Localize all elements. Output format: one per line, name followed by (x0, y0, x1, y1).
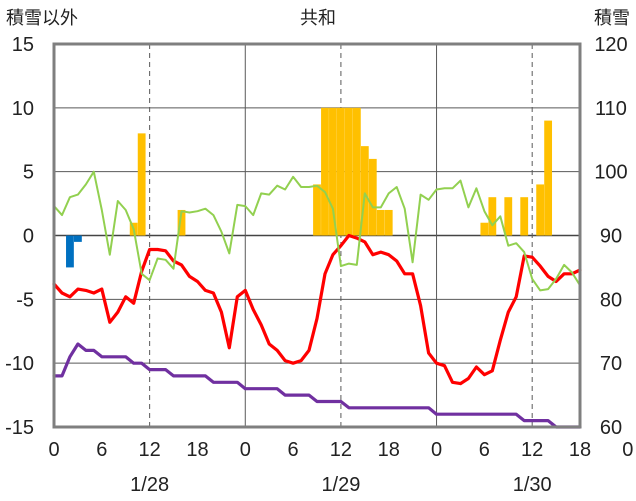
bar-snowfall (520, 197, 529, 236)
x-tick-label: 18 (569, 439, 591, 461)
right-tick-label: 90 (600, 226, 622, 248)
x-tick-label: 12 (139, 439, 161, 461)
bar-precipitation (66, 235, 74, 268)
bar-precipitation (74, 235, 82, 242)
left-tick-label: 5 (23, 162, 34, 184)
line-series (52, 170, 582, 429)
left-tick-label: 15 (12, 34, 34, 56)
right-tick-label: 110 (595, 98, 627, 120)
right-tick-label: 80 (600, 289, 622, 311)
bar-snowfall (352, 107, 361, 236)
x-tick-label: 6 (479, 439, 490, 461)
right-tick-label: 60 (600, 417, 622, 439)
x-tick-label: 0 (431, 439, 442, 461)
bar-snowfall (321, 107, 329, 236)
x-tick-label: 0 (622, 439, 633, 461)
snow-depth-line (52, 342, 582, 429)
bar-snowfall (337, 107, 345, 236)
bar-snowfall (488, 197, 497, 236)
left-tick-label: -10 (5, 353, 34, 375)
plot-frame (52, 42, 582, 429)
chart-title: 共和 (300, 8, 336, 28)
bar-snowfall (480, 222, 489, 236)
sunshine-line (53, 170, 581, 292)
bar-snowfall (384, 209, 393, 236)
bar-snowfall (368, 158, 377, 236)
left-tick-label: 0 (23, 226, 34, 248)
x-tick-label: 6 (96, 439, 107, 461)
left-axis-label: 積雪以外 (6, 8, 78, 28)
x-tick-label: 12 (330, 439, 352, 461)
bar-snowfall (313, 184, 321, 236)
bar-snowfall (344, 107, 353, 236)
x-tick-label: 12 (521, 439, 543, 461)
bar-snowfall (544, 120, 553, 236)
x-tick-label: 0 (240, 439, 251, 461)
bar-snowfall (376, 209, 385, 236)
bar-snowfall (536, 184, 545, 236)
bar-series (66, 107, 553, 268)
x-tick-label: 6 (288, 439, 299, 461)
right-axis-label: 積雪 (594, 8, 630, 28)
right-tick-label: 100 (594, 162, 627, 184)
bar-snowfall (504, 197, 513, 236)
left-tick-label: -5 (16, 289, 34, 311)
x-tick-label: 18 (186, 439, 208, 461)
right-tick-label: 120 (594, 34, 627, 56)
x-tick-label: 0 (48, 439, 59, 461)
bar-snowfall (177, 209, 186, 236)
right-tick-label: 70 (600, 353, 622, 375)
date-label: 1/29 (321, 474, 360, 496)
date-label: 1/30 (513, 474, 552, 496)
bar-snowfall (329, 107, 337, 236)
bar-snowfall (137, 133, 146, 236)
x-tick-label: 18 (378, 439, 400, 461)
left-tick-label: -15 (5, 417, 34, 439)
date-label: 1/28 (130, 474, 169, 496)
bar-snowfall (360, 146, 369, 236)
left-tick-label: 10 (12, 98, 34, 120)
